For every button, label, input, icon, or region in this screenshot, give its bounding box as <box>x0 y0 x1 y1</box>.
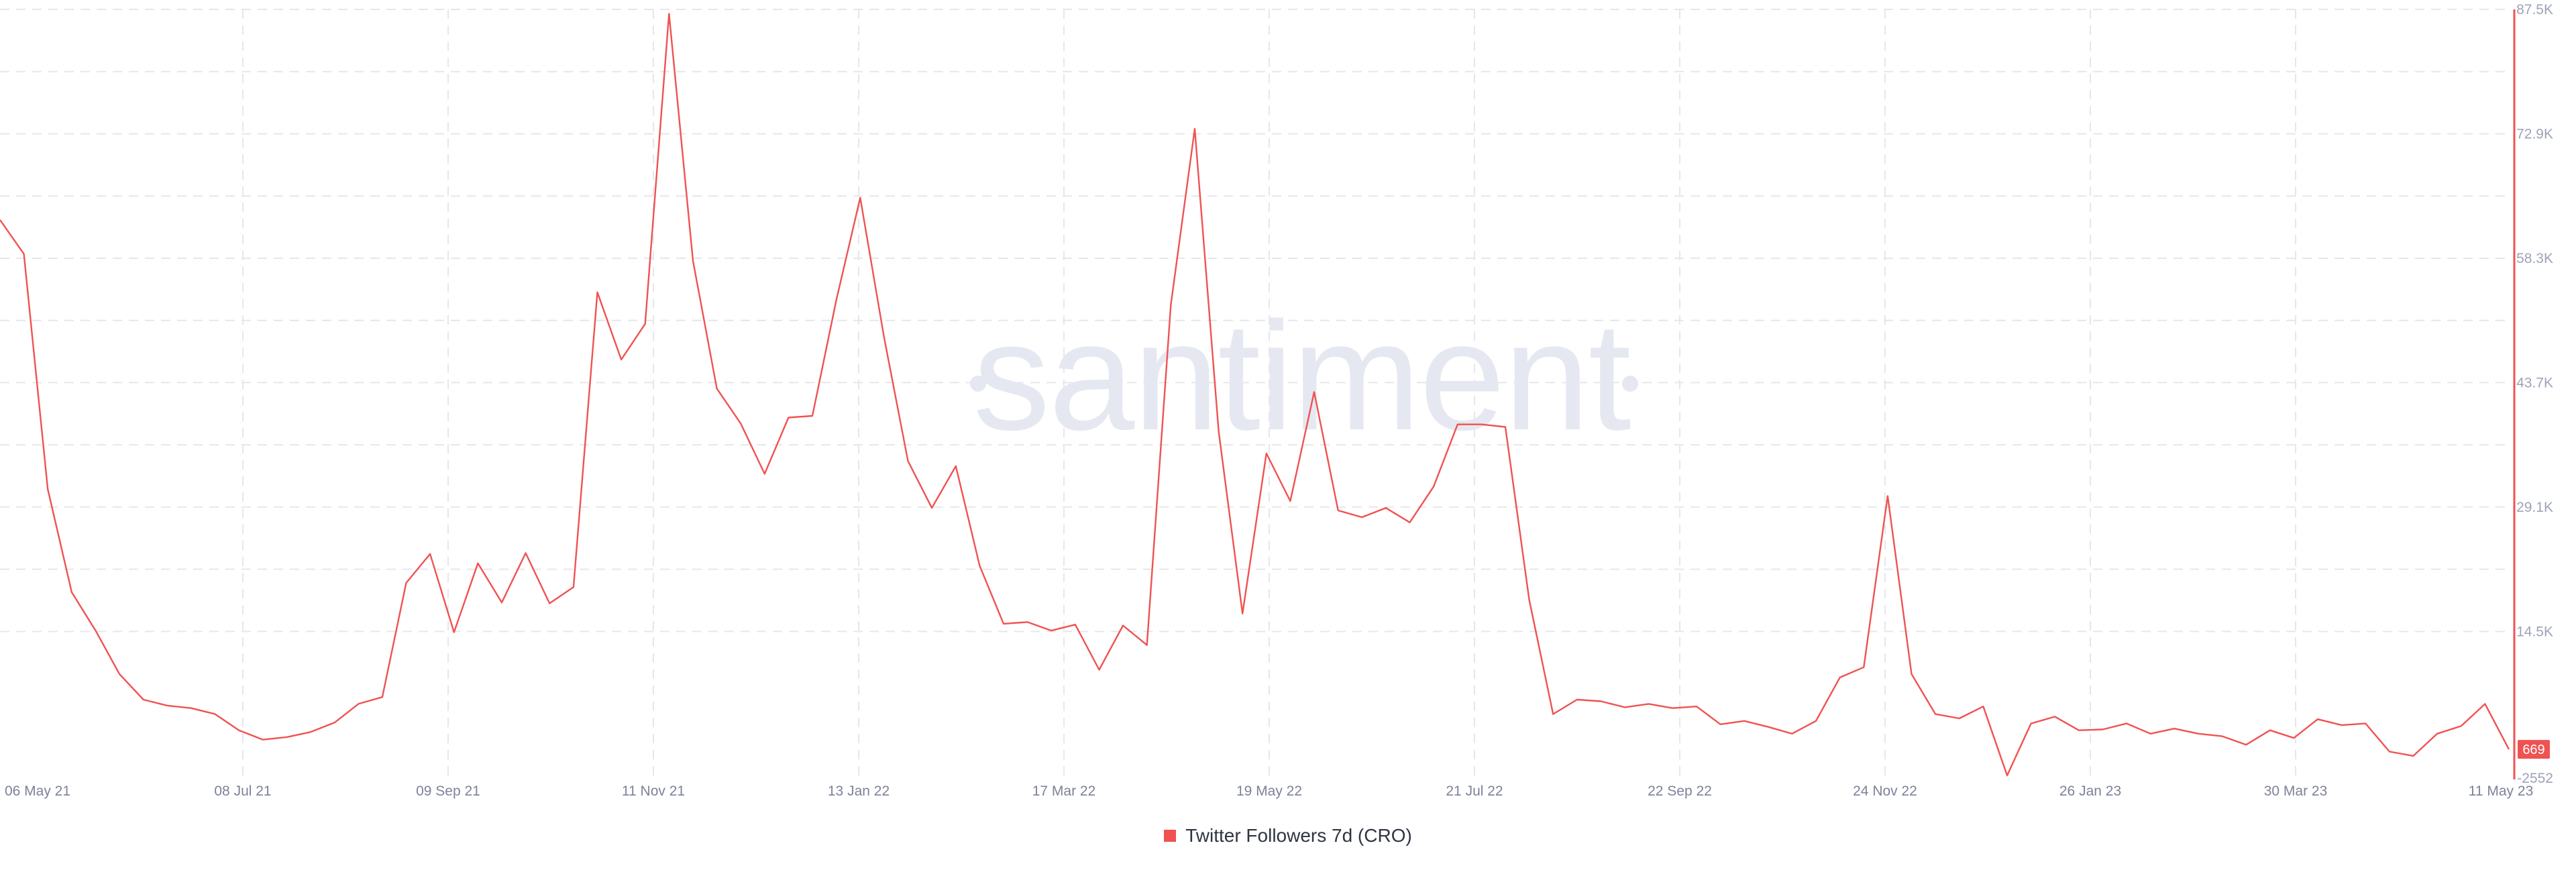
x-tick-label: 11 May 23 <box>2469 783 2534 799</box>
series-layer <box>0 13 2510 777</box>
current-value-label: 669 <box>2522 743 2544 757</box>
y-axis-ticks: 87.5K 72.9K 58.3K 43.7K 29.1K 14.5K -2552 <box>2516 2 2553 786</box>
watermark-dot-left <box>970 376 986 392</box>
x-tick-label: 24 Nov 22 <box>1853 783 1917 799</box>
y-tick-label: 29.1K <box>2516 500 2553 515</box>
y-tick-label: 14.5K <box>2516 624 2553 639</box>
y-tick-label: 72.9K <box>2516 126 2553 142</box>
current-value-badge-group: 669 <box>2518 740 2550 759</box>
x-tick-label: 11 Nov 21 <box>622 783 685 799</box>
x-axis-ticks: 06 May 21 08 Jul 21 09 Sep 21 11 Nov 21 13 J… <box>5 783 2533 799</box>
legend-label: Twitter Followers 7d (CRO) <box>1185 825 1412 846</box>
x-tick-label: 06 May 21 <box>5 783 70 799</box>
y-tick-label: 43.7K <box>2516 375 2553 390</box>
y-tick-label: -2552 <box>2517 771 2553 786</box>
x-tick-label: 09 Sep 21 <box>416 783 480 799</box>
x-tick-label: 08 Jul 21 <box>214 783 271 799</box>
x-tick-label: 17 Mar 22 <box>1032 783 1096 799</box>
x-tick-label: 26 Jan 23 <box>2059 783 2121 799</box>
x-tick-label: 22 Sep 22 <box>1648 783 1712 799</box>
current-value-badge <box>2518 740 2550 759</box>
santiment-watermark: santiment <box>973 290 1630 462</box>
x-tick-label: 13 Jan 22 <box>828 783 890 799</box>
watermark-dot-right <box>1622 376 1638 392</box>
legend: Twitter Followers 7d (CRO) <box>0 825 2576 847</box>
legend-swatch <box>1164 830 1177 842</box>
y-tick-label: 87.5K <box>2516 2 2553 17</box>
series-line <box>0 13 2510 777</box>
x-tick-label: 21 Jul 22 <box>1446 783 1503 799</box>
x-tick-label: 19 May 22 <box>1236 783 1302 799</box>
y-tick-label: 58.3K <box>2516 251 2553 266</box>
x-tick-label: 30 Mar 23 <box>2264 783 2328 799</box>
